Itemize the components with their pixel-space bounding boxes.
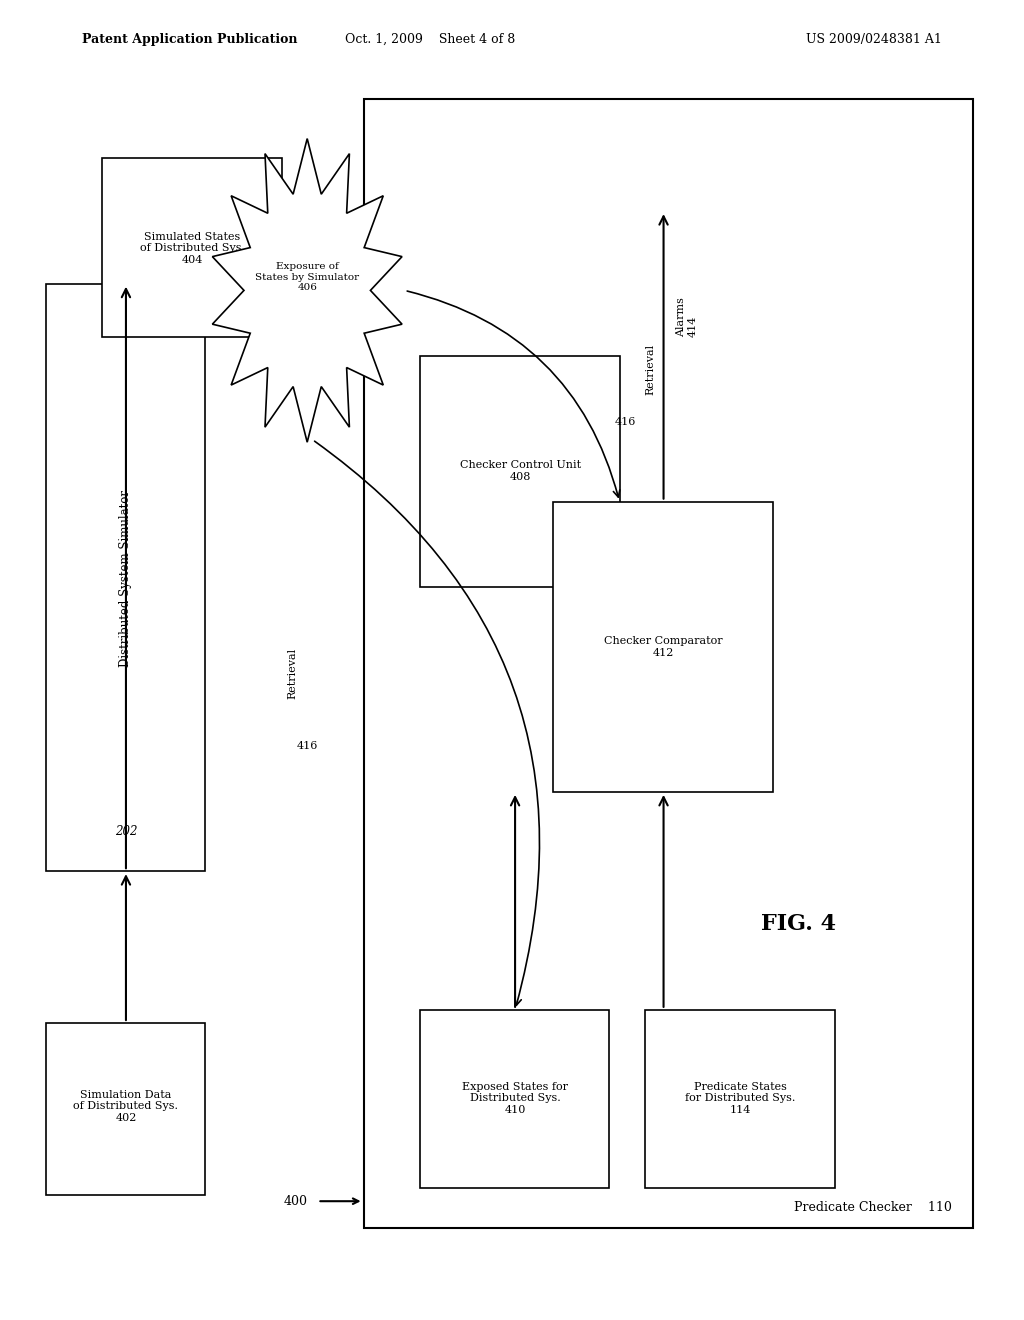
Text: 400: 400 [284, 1195, 307, 1208]
FancyArrowPatch shape [314, 441, 540, 1006]
FancyBboxPatch shape [46, 284, 205, 871]
Text: Checker Control Unit
408: Checker Control Unit 408 [460, 461, 581, 482]
FancyBboxPatch shape [553, 502, 773, 792]
Text: FIG. 4: FIG. 4 [761, 913, 837, 935]
Polygon shape [212, 139, 402, 442]
Text: 202: 202 [115, 825, 137, 838]
Text: Exposure of
States by Simulator
406: Exposure of States by Simulator 406 [255, 263, 359, 292]
FancyBboxPatch shape [420, 356, 620, 587]
Text: Simulation Data
of Distributed Sys.
402: Simulation Data of Distributed Sys. 402 [74, 1089, 178, 1123]
FancyBboxPatch shape [102, 158, 282, 337]
Text: Patent Application Publication: Patent Application Publication [82, 33, 297, 46]
FancyBboxPatch shape [46, 1023, 205, 1195]
Text: Predicate Checker    110: Predicate Checker 110 [795, 1201, 952, 1214]
FancyBboxPatch shape [645, 1010, 835, 1188]
Text: 416: 416 [297, 741, 317, 751]
Text: Retrieval: Retrieval [287, 648, 297, 698]
FancyBboxPatch shape [420, 1010, 609, 1188]
Text: Predicate States
for Distributed Sys.
114: Predicate States for Distributed Sys. 11… [685, 1081, 796, 1115]
Text: Oct. 1, 2009    Sheet 4 of 8: Oct. 1, 2009 Sheet 4 of 8 [345, 33, 515, 46]
Text: Distributed System Simulator: Distributed System Simulator [120, 490, 132, 667]
Text: Alarms
414: Alarms 414 [676, 297, 697, 337]
Text: Checker Comparator
412: Checker Comparator 412 [604, 636, 723, 657]
Text: 416: 416 [614, 417, 636, 428]
Text: Exposed States for
Distributed Sys.
410: Exposed States for Distributed Sys. 410 [462, 1081, 568, 1115]
FancyArrowPatch shape [408, 290, 620, 498]
Text: Retrieval: Retrieval [645, 345, 655, 395]
FancyBboxPatch shape [364, 99, 973, 1228]
Text: Simulated States
of Distributed Sys.
404: Simulated States of Distributed Sys. 404 [140, 231, 245, 265]
Text: US 2009/0248381 A1: US 2009/0248381 A1 [806, 33, 942, 46]
